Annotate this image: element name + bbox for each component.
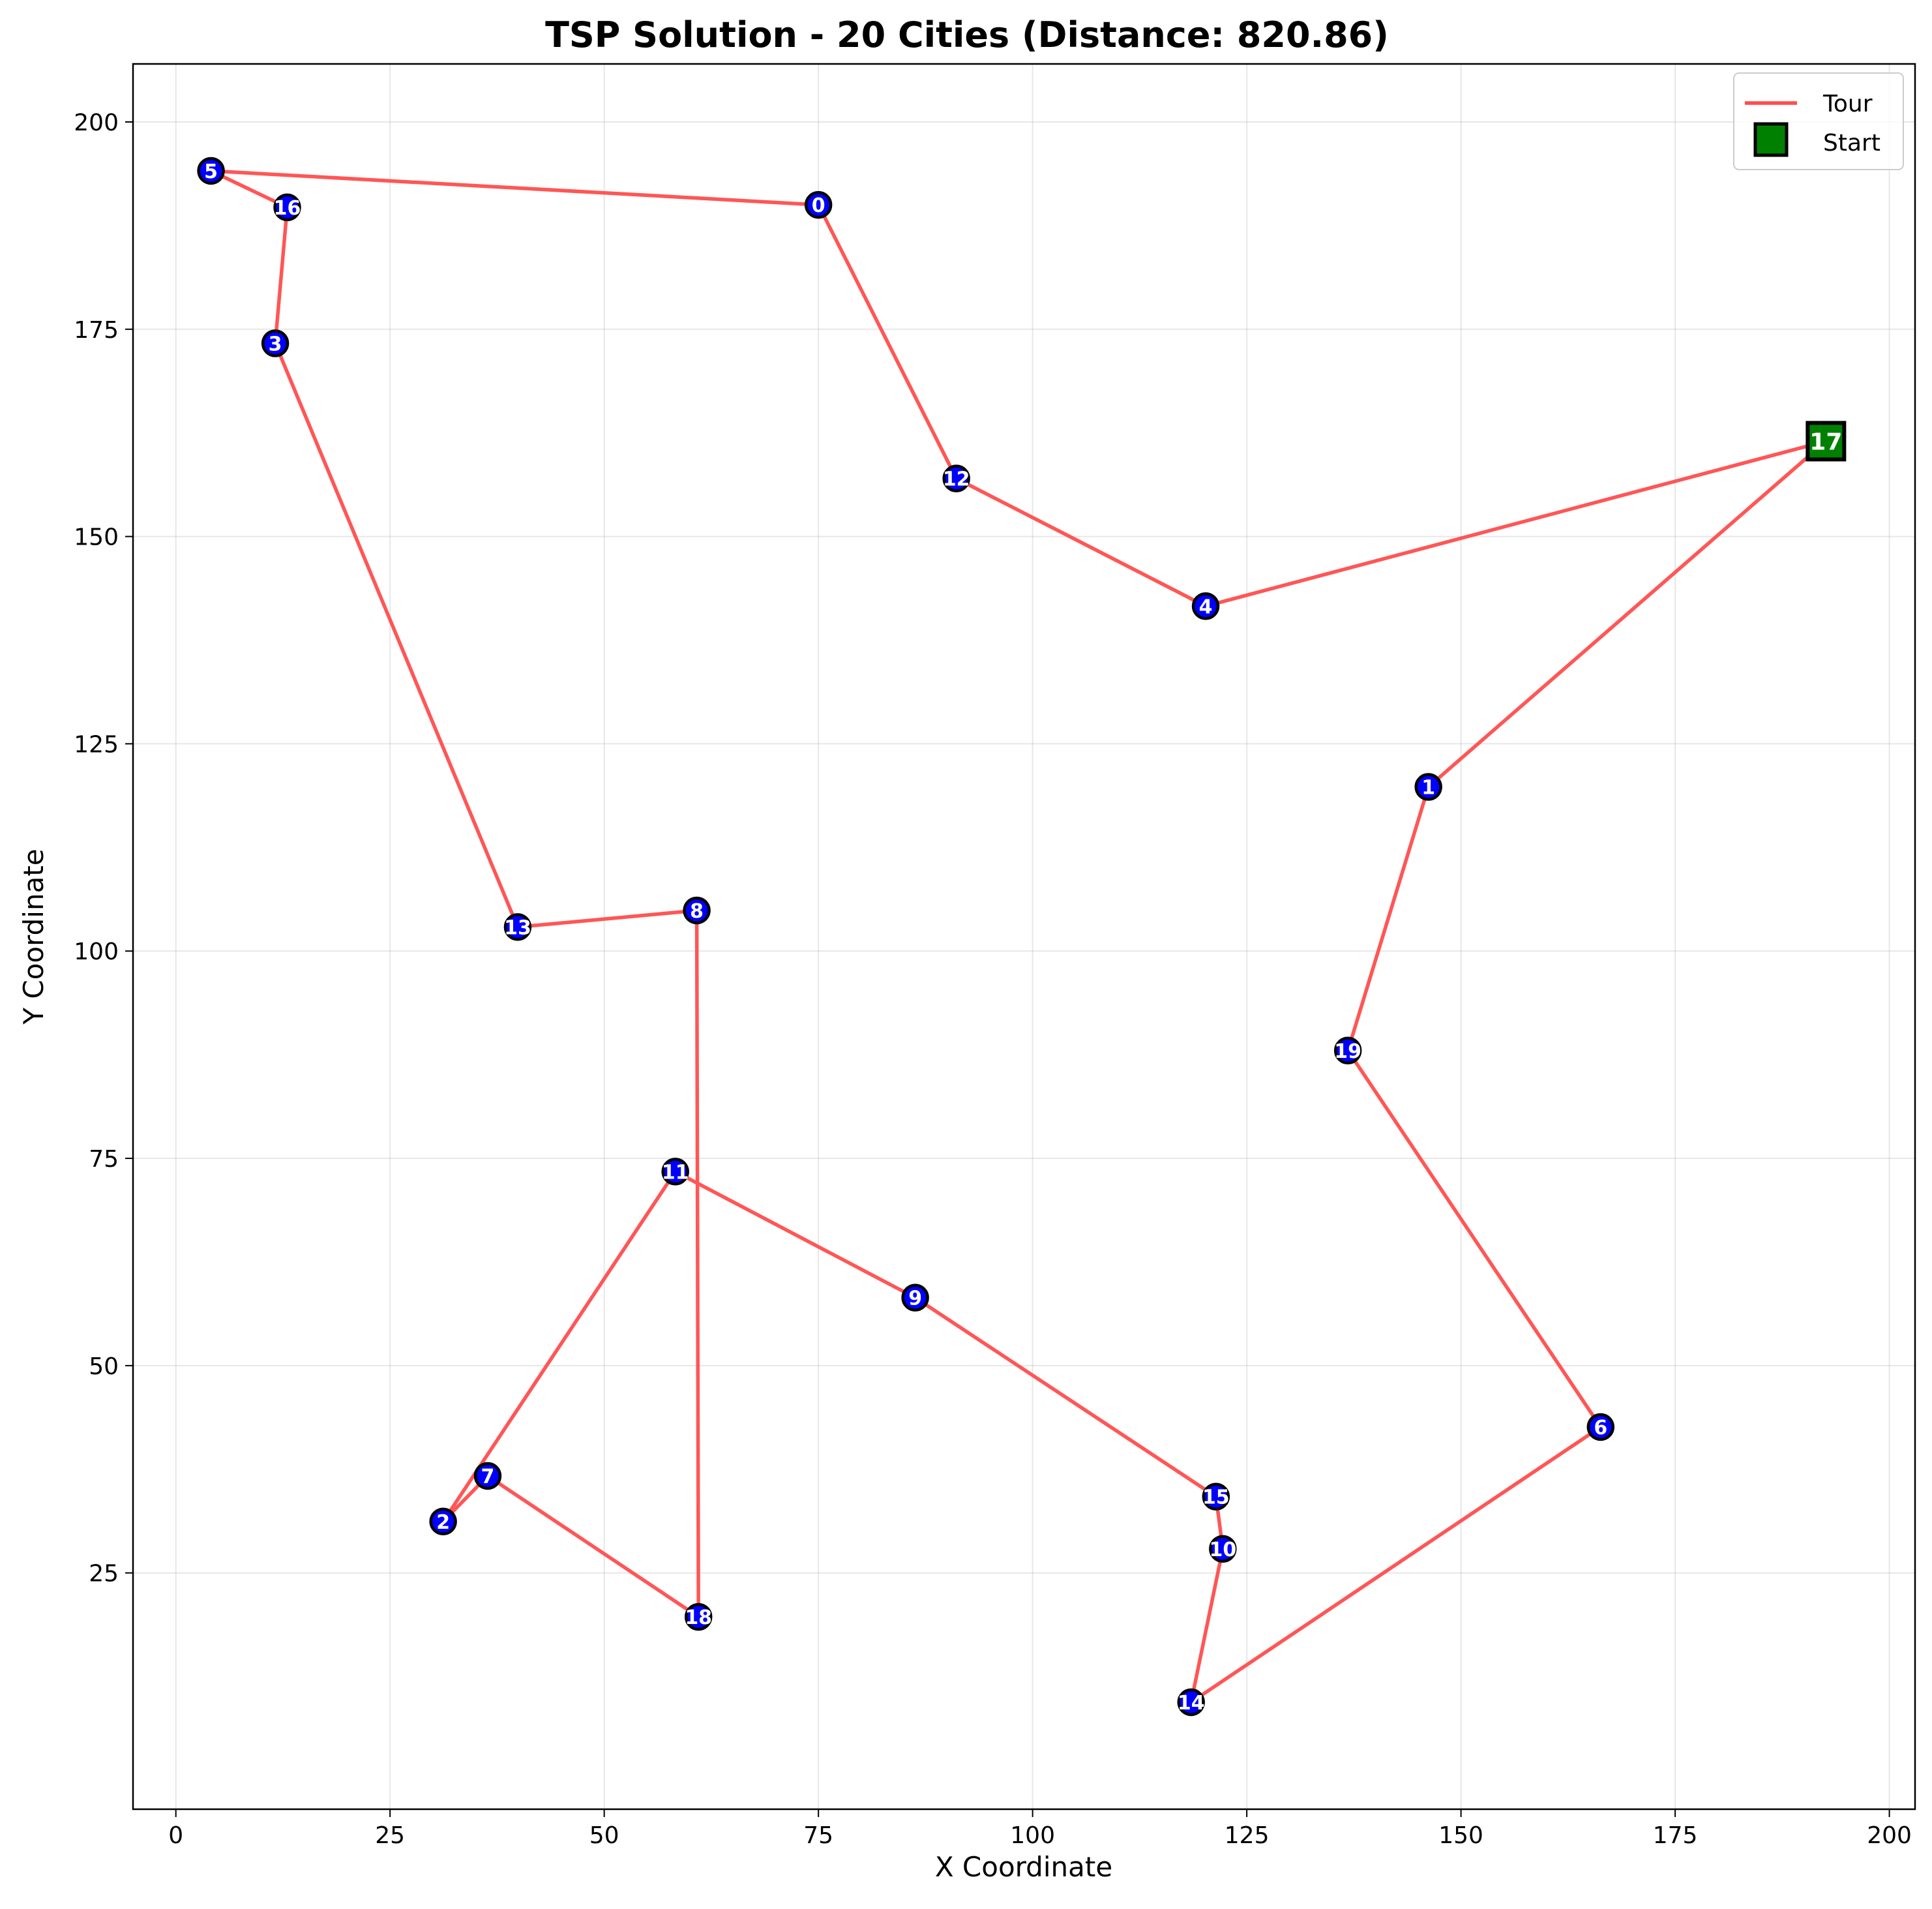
city-label: 0: [812, 194, 825, 217]
city-label: 8: [690, 900, 704, 923]
x-tick-label: 75: [803, 1822, 833, 1849]
city-label: 1: [1421, 777, 1435, 800]
legend: Tour Start: [1733, 72, 1904, 170]
city-marker: 7: [473, 1462, 502, 1490]
y-axis-label: Y Coordinate: [18, 849, 50, 1025]
x-tick-label: 50: [589, 1822, 619, 1849]
city-label: 15: [1202, 1486, 1230, 1509]
city-label: 5: [204, 160, 218, 183]
x-tick-label: 175: [1653, 1822, 1698, 1849]
city-label: 16: [274, 197, 301, 220]
city-label: 17: [1809, 428, 1842, 455]
x-tick-label: 200: [1867, 1822, 1912, 1849]
y-tick-label: 175: [74, 317, 119, 344]
city-marker: 8: [683, 896, 711, 925]
grid-lines: [133, 64, 1915, 1809]
city-point: [473, 1462, 502, 1490]
y-tick-label: 125: [74, 731, 119, 758]
city-point: [1191, 592, 1220, 620]
x-tick-label: 25: [375, 1822, 405, 1849]
city-point: [1209, 1535, 1237, 1563]
x-tick-label: 0: [168, 1822, 183, 1849]
legend-start-swatch: [1753, 122, 1789, 157]
city-point: [1202, 1482, 1230, 1511]
city-point: [273, 193, 301, 222]
y-tick-label: 50: [89, 1353, 119, 1380]
city-point: [261, 329, 290, 357]
city-point: [429, 1507, 457, 1536]
city-marker: 6: [1586, 1413, 1615, 1441]
chart-title: TSP Solution - 20 Cities (Distance: 820.…: [545, 14, 1389, 55]
city-marker: 5: [197, 157, 225, 185]
y-tick-label: 150: [74, 524, 119, 551]
city-label: 18: [685, 1606, 712, 1629]
city-point: [684, 1602, 713, 1631]
city-point: [1414, 773, 1442, 801]
axis-ticks: 0 25 50 75 100 125 150 175 200255075100125150175…: [74, 110, 1912, 1849]
x-axis-label: X Coordinate: [935, 1851, 1112, 1883]
y-tick-label: 100: [74, 939, 119, 965]
city-marker: 16: [273, 193, 301, 222]
city-point: [804, 190, 833, 219]
city-point: [1333, 1036, 1362, 1065]
city-point: [942, 464, 970, 492]
city-marker: 1: [1414, 773, 1442, 801]
city-marker: 17: [1806, 421, 1847, 462]
y-tick-label: 75: [89, 1146, 119, 1173]
city-marker: 11: [661, 1158, 689, 1186]
city-marker: 10: [1209, 1535, 1237, 1563]
city-marker: 14: [1177, 1688, 1205, 1717]
city-label: 19: [1334, 1040, 1361, 1063]
city-marker: 15: [1202, 1482, 1230, 1511]
city-marker: 4: [1191, 592, 1220, 620]
city-point: [683, 896, 711, 925]
city-point: [197, 157, 225, 185]
city-point: [901, 1284, 929, 1312]
city-label: 4: [1199, 595, 1213, 618]
city-marker: 19: [1333, 1036, 1362, 1065]
city-point: [1586, 1413, 1615, 1441]
city-marker: 18: [684, 1602, 713, 1631]
city-marker: 12: [942, 464, 970, 492]
city-label: 12: [943, 468, 970, 491]
city-label: 9: [908, 1287, 922, 1310]
city-point: [1177, 1688, 1205, 1717]
legend-start-label: Start: [1823, 130, 1880, 157]
city-label: 14: [1178, 1692, 1205, 1715]
x-tick-label: 100: [1010, 1822, 1055, 1849]
tour-line: [209, 169, 1828, 1704]
city-label: 6: [1594, 1417, 1607, 1439]
start-city-marker: [1806, 421, 1847, 462]
city-marker: 2: [429, 1507, 457, 1536]
city-label: 13: [504, 916, 531, 939]
x-tick-label: 125: [1225, 1822, 1270, 1849]
plot-frame: [132, 63, 1916, 1811]
x-tick-label: 150: [1438, 1822, 1483, 1849]
city-point: [503, 913, 532, 941]
city-marker: 13: [503, 913, 532, 941]
city-label: 3: [269, 333, 282, 355]
city-marker: 3: [261, 329, 290, 357]
city-marker: 9: [901, 1284, 929, 1312]
city-label: 11: [662, 1161, 689, 1184]
city-marker: 0: [804, 190, 833, 219]
y-tick-label: 25: [89, 1561, 119, 1587]
legend-tour-label: Tour: [1822, 91, 1873, 117]
city-point: [661, 1158, 689, 1186]
y-tick-label: 200: [74, 110, 119, 136]
city-label: 7: [481, 1466, 495, 1488]
city-label: 2: [436, 1511, 450, 1534]
city-label: 10: [1209, 1539, 1236, 1561]
